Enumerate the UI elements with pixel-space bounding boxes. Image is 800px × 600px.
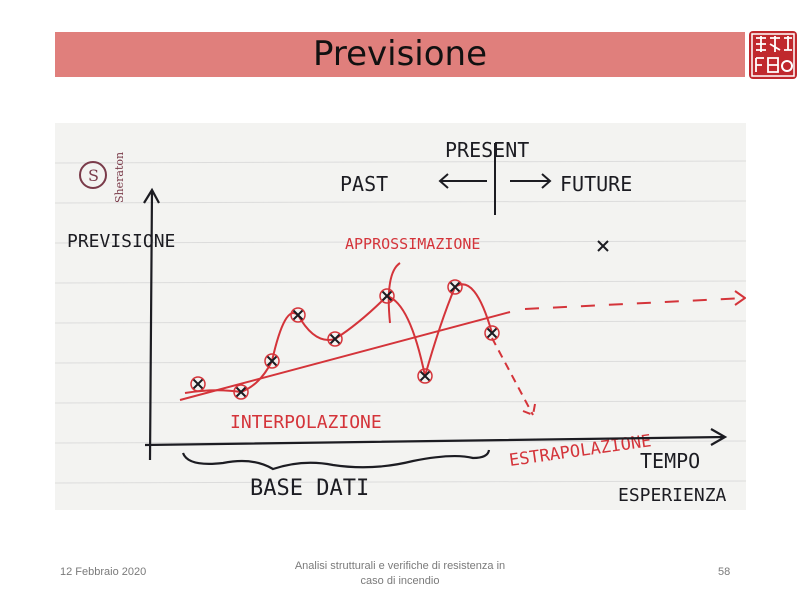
sheraton-logo-icon: S (79, 161, 107, 189)
extrap-label: ESTRAPOLAZIONE (508, 431, 653, 471)
x-axis-label-top: TEMPO (640, 449, 700, 473)
footer-title-line2: caso di incendio (360, 575, 440, 587)
seal-logo-icon (748, 30, 798, 80)
sketch-photo: S Sheraton PRESENT PAST FUTURE PREVISION… (55, 123, 746, 510)
x-axis-label-bottom: ESPERIENZA (618, 485, 727, 506)
slide-title: Previsione (312, 34, 488, 74)
svg-text:S: S (88, 166, 99, 185)
logo-text: Sheraton (113, 152, 126, 203)
page-number: 58 (718, 566, 731, 578)
present-label: PRESENT (445, 138, 529, 162)
base-label: BASE DATI (250, 476, 369, 501)
approx-label: APPROSSIMAZIONE (345, 235, 480, 253)
future-label: FUTURE (560, 172, 632, 196)
footer-title-line1: Analisi strutturali e verifiche di resis… (294, 560, 506, 572)
footer-title: Analisi strutturali e verifiche di resis… (270, 559, 530, 589)
axes (143, 187, 728, 471)
interp-label: INTERPOLAZIONE (230, 412, 382, 433)
title-bar: Previsione (55, 32, 745, 77)
past-label: PAST (340, 172, 388, 196)
trend-line (179, 311, 511, 401)
data-points (190, 279, 500, 400)
y-axis-label: PREVISIONE (67, 231, 175, 252)
footer-date: 12 Febbraio 2020 (60, 566, 147, 578)
